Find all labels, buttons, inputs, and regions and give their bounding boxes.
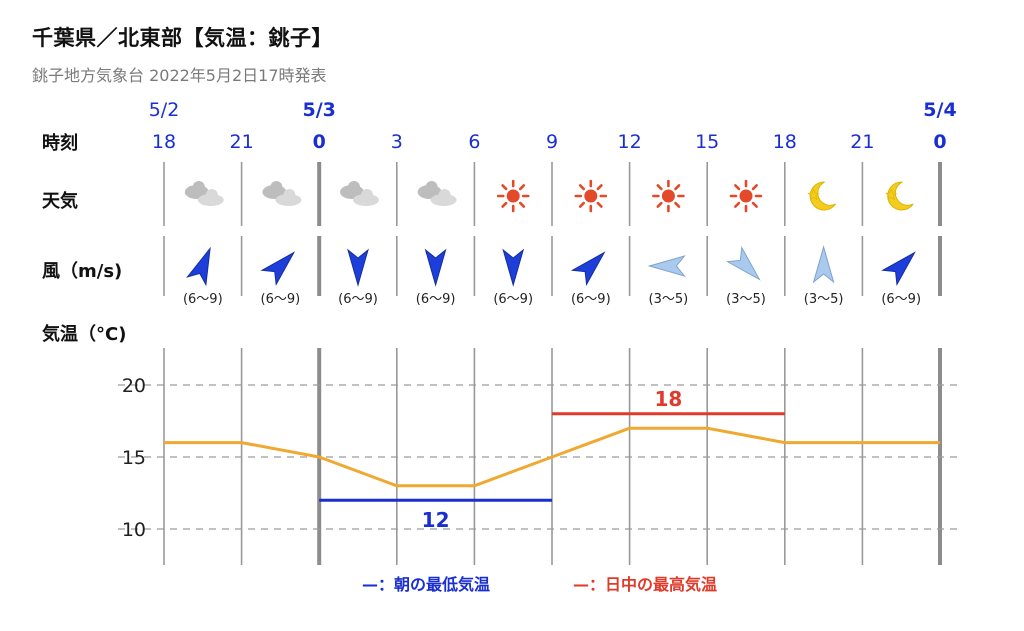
hour-label: 21: [230, 131, 254, 153]
date-label: 5/4: [923, 99, 956, 121]
hour-label: 3: [391, 131, 403, 153]
min-temp-label: 12: [422, 508, 450, 532]
cloudy-icon: [417, 181, 457, 206]
wind-arrow-icon: [260, 251, 296, 286]
date-label: 5/3: [303, 99, 336, 121]
wind-arrow-icon: [502, 248, 525, 287]
wind-speed-label: (6〜9): [881, 292, 921, 307]
wind-speed-label: (6〜9): [493, 292, 533, 307]
wind-arrow-icon: [424, 248, 447, 287]
wind-arrow-icon: [570, 251, 606, 286]
temperature-line: [164, 426, 940, 488]
date-label: 5/2: [149, 99, 180, 121]
wind-speed-label: (3〜5): [726, 292, 766, 307]
sunny-icon: [496, 179, 530, 213]
row-label-weather: 天気: [42, 190, 78, 212]
sunny-icon: [652, 179, 685, 213]
hour-label: 18: [773, 131, 797, 153]
ytick-label: 15: [122, 447, 146, 469]
page-title: 千葉県／北東部【気温：銚子】: [32, 26, 333, 50]
hour-label: 15: [695, 131, 719, 153]
sunny-icon: [574, 179, 608, 213]
wind-arrow-icon: [726, 246, 761, 281]
wind-arrow-icon: [812, 245, 835, 284]
max-temp-label: 18: [654, 387, 682, 411]
legend-min: —：朝の最低気温: [362, 575, 490, 594]
cloudy-icon: [184, 181, 224, 206]
hour-label: 0: [933, 131, 946, 153]
wind-speed-label: (6〜9): [571, 292, 611, 307]
wind-arrow-icon: [347, 248, 369, 287]
wind-arrow-icon: [186, 246, 211, 287]
page-subtitle: 銚子地方気象台 2022年5月2日17時発表: [32, 66, 327, 85]
hour-label: 12: [618, 131, 642, 153]
row-label-temp: 気温（°C): [42, 323, 126, 345]
clear-night-icon: [807, 181, 837, 211]
wind-speed-label: (3〜5): [649, 292, 689, 307]
sunny-icon: [729, 179, 763, 213]
hour-label: 0: [313, 131, 326, 153]
hour-label: 18: [152, 131, 176, 153]
hour-label: 21: [850, 131, 874, 153]
wind-speed-label: (6〜9): [338, 292, 378, 307]
wind-arrow-icon: [647, 255, 686, 277]
ytick-label: 20: [122, 375, 146, 397]
wind-speed-label: (3〜5): [804, 292, 844, 307]
clear-night-icon: [885, 181, 914, 211]
legend-max: —：日中の最高気温: [573, 575, 717, 594]
wind-speed-label: (6〜9): [416, 292, 456, 307]
wind-arrow-icon: [881, 251, 916, 286]
hour-label: 6: [468, 131, 480, 153]
row-label-time: 時刻: [42, 132, 78, 154]
wind-speed-label: (6〜9): [261, 292, 301, 307]
row-label-wind: 風（m/s): [42, 261, 122, 282]
hour-label: 9: [546, 131, 558, 153]
wind-speed-label: (6〜9): [183, 292, 223, 307]
cloudy-icon: [340, 181, 379, 206]
ytick-label: 10: [122, 519, 146, 541]
cloudy-icon: [262, 181, 302, 206]
